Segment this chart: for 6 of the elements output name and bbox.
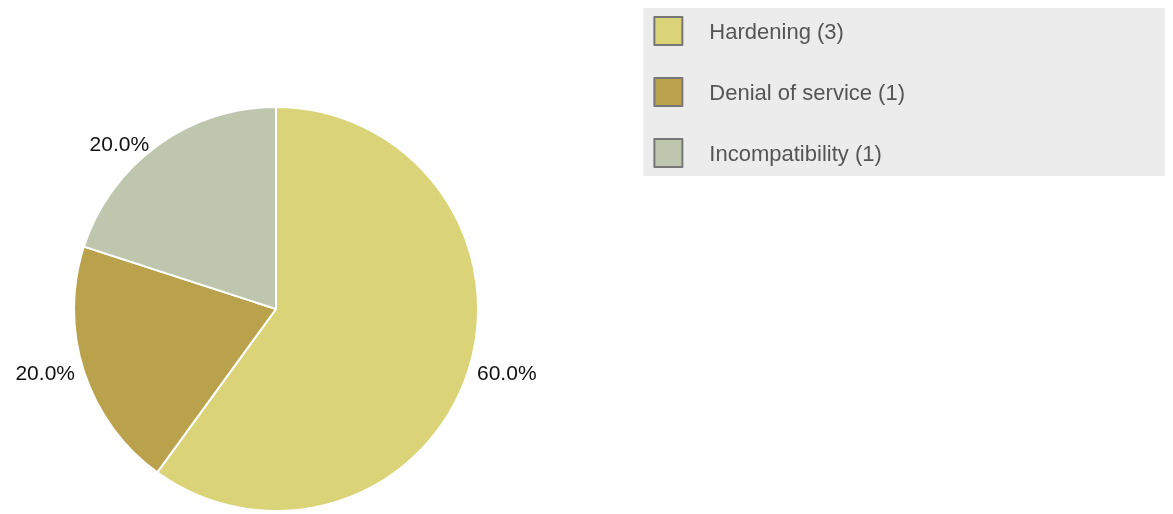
legend-label: Incompatibility (1) [709,140,882,166]
legend-label: Hardening (3) [709,18,844,44]
data-label: 60.0% [477,360,537,384]
legend-label: Denial of service (1) [709,79,906,105]
data-label: 20.0% [15,360,75,384]
data-label: 20.0% [89,132,150,156]
